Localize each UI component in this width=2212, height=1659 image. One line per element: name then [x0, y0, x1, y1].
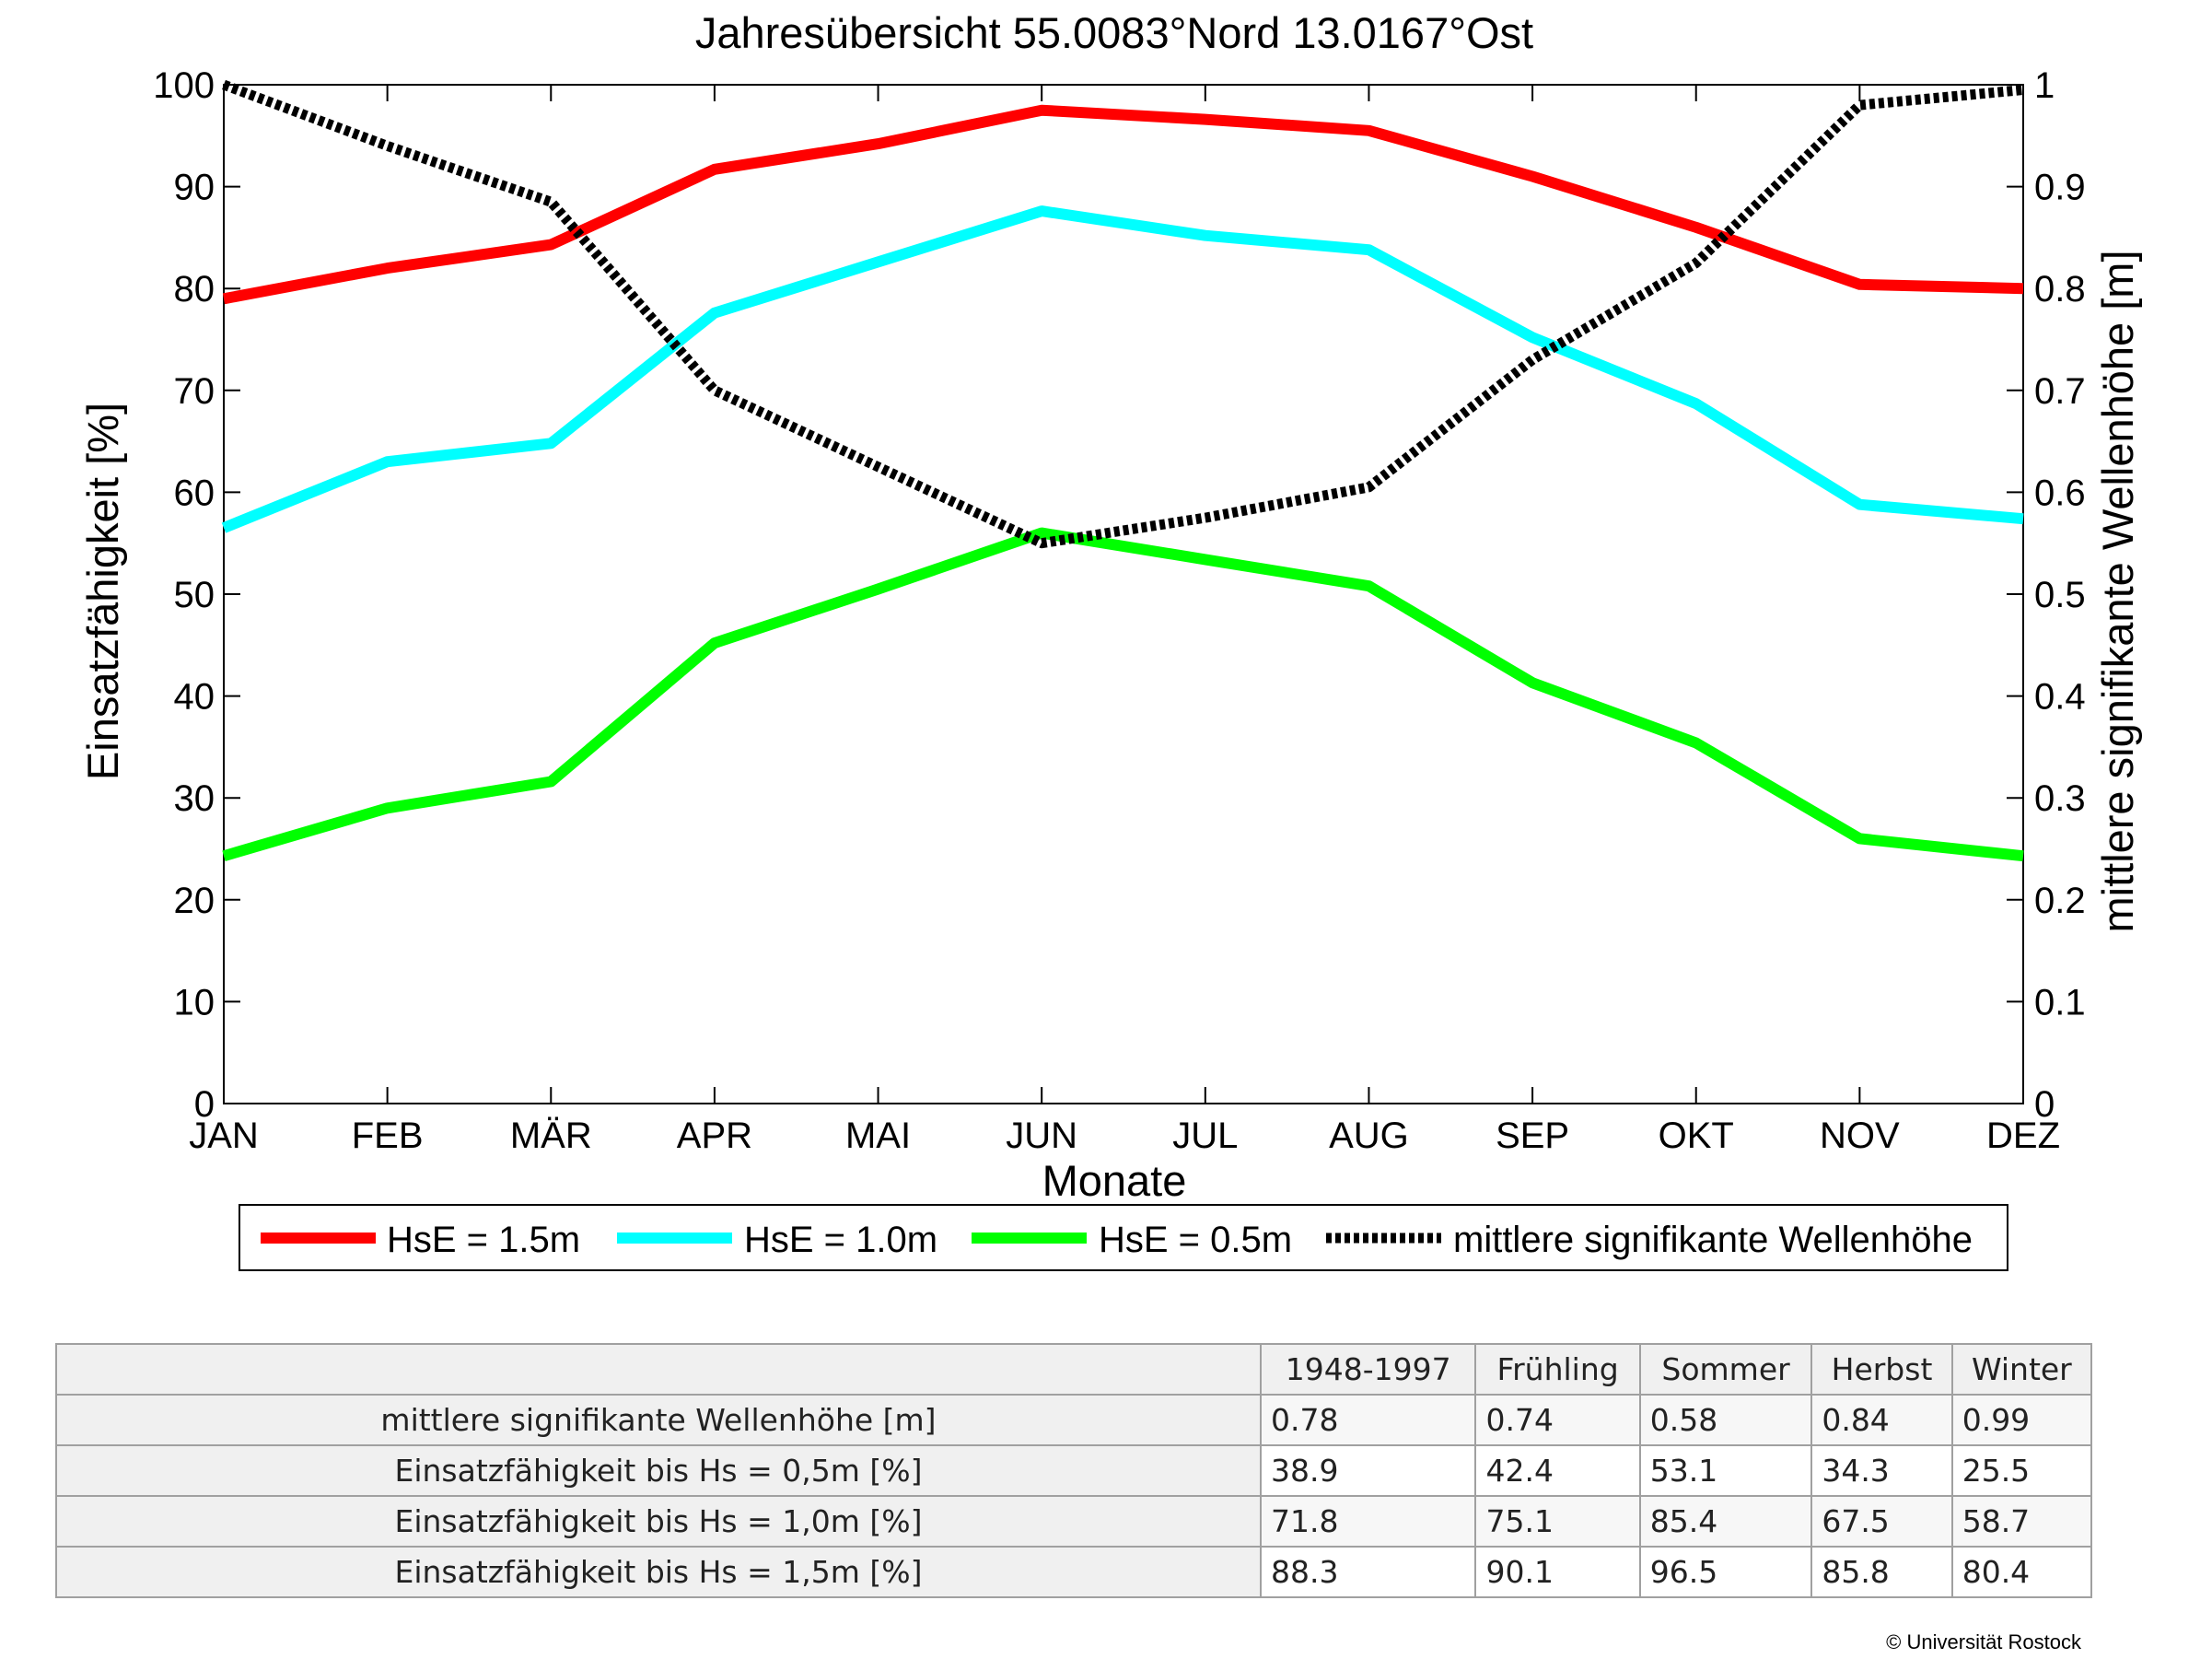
y-tick-label: 80 — [174, 269, 215, 310]
y2-tick-label: 0.3 — [2034, 778, 2086, 819]
y-tick-label: 20 — [174, 881, 215, 921]
legend-label-4: mittlere signifikante Wellenhöhe — [1453, 1220, 1973, 1260]
y2-tick-label: 0.7 — [2034, 371, 2086, 412]
y-tick-label: 100 — [153, 65, 215, 106]
row-label: Einsatzfähigkeit bis Hs = 1,0m [%] — [55, 1495, 1262, 1548]
table-row: Einsatzfähigkeit bis Hs = 1,0m [%] 71.8 … — [55, 1495, 2093, 1548]
table-header-spring: Frühling — [1474, 1343, 1641, 1396]
table-cell: 58.7 — [1950, 1495, 2093, 1548]
x-tick-label: JAN — [189, 1116, 259, 1156]
y-tick-label: 60 — [174, 473, 215, 513]
x-tick-label: JUL — [1172, 1116, 1238, 1156]
y2-tick-label: 0.1 — [2034, 982, 2086, 1022]
table-cell: 25.5 — [1950, 1444, 2093, 1497]
table-cell: 34.3 — [1810, 1444, 1953, 1497]
y-tick-label: 0 — [194, 1084, 215, 1125]
table-cell: 85.4 — [1638, 1495, 1813, 1548]
series-line-4 — [222, 79, 2024, 549]
x-tick-label: FEB — [352, 1116, 424, 1156]
table-row: Einsatzfähigkeit bis Hs = 0,5m [%] 38.9 … — [55, 1444, 2093, 1497]
table-cell: 0.84 — [1810, 1394, 1953, 1446]
x-tick-label: APR — [677, 1116, 752, 1156]
y-tick-label: 30 — [174, 778, 215, 819]
table-cell: 38.9 — [1259, 1444, 1477, 1497]
x-axis-label: Monate — [1042, 1156, 1187, 1205]
series-layer — [221, 79, 2024, 862]
legend-label-3: HsE = 0.5m — [1099, 1220, 1292, 1260]
y2-tick-label: 0.6 — [2034, 473, 2086, 513]
y2-tick-label: 0.9 — [2034, 168, 2086, 208]
x-tick-label: AUG — [1329, 1116, 1409, 1156]
table-cell: 53.1 — [1638, 1444, 1813, 1497]
table-header-period: 1948-1997 — [1259, 1343, 1477, 1396]
x-tick-label: OKT — [1659, 1116, 1734, 1156]
table-header-row: 1948-1997 Frühling Sommer Herbst Winter — [55, 1343, 2093, 1396]
table-cell: 90.1 — [1474, 1546, 1641, 1598]
copyright-notice: © Universität Rostock — [1886, 1630, 2081, 1653]
table-cell: 75.1 — [1474, 1495, 1641, 1548]
y-tick-label: 40 — [174, 677, 215, 718]
summary-table: 1948-1997 Frühling Sommer Herbst Winter … — [55, 1343, 2093, 1598]
y2-tick-label: 0.8 — [2034, 269, 2086, 310]
x-tick-label: DEZ — [1986, 1116, 2060, 1156]
x-tick-label: JUN — [1006, 1116, 1077, 1156]
table-header-summer: Sommer — [1638, 1343, 1813, 1396]
plot-frame — [223, 84, 2024, 1104]
y2-tick-label: 0.5 — [2034, 575, 2086, 615]
y-axis-label: Einsatzfähigkeit [%] — [78, 403, 127, 780]
table-cell: 0.78 — [1259, 1394, 1477, 1446]
table-header-winter: Winter — [1950, 1343, 2093, 1396]
x-tick-label: MÄR — [510, 1116, 592, 1156]
series-line-3 — [222, 527, 2024, 862]
table-cell: 71.8 — [1259, 1495, 1477, 1548]
y2-tick-label: 0.4 — [2034, 677, 2086, 718]
table-row: mittlere signifikante Wellenhöhe [m] 0.7… — [55, 1394, 2093, 1446]
y-tick-label: 90 — [174, 168, 215, 208]
row-label: Einsatzfähigkeit bis Hs = 0,5m [%] — [55, 1444, 1262, 1497]
table-header-autumn: Herbst — [1810, 1343, 1953, 1396]
legend-box — [239, 1204, 2008, 1271]
y-tick-label: 10 — [174, 982, 215, 1022]
table-cell: 0.99 — [1950, 1394, 2093, 1446]
legend: HsE = 1.5m HsE = 1.0m HsE = 0.5m mittlere s… — [239, 1204, 2008, 1271]
table-cell: 80.4 — [1950, 1546, 2093, 1598]
table-cell: 0.58 — [1638, 1394, 1813, 1446]
table-cell: 88.3 — [1259, 1546, 1477, 1598]
table-cell: 85.8 — [1810, 1546, 1953, 1598]
chart: Jahresübersicht 55.0083°Nord 13.0167°Ost… — [78, 8, 2142, 1271]
y2-tick-label: 1 — [2034, 65, 2055, 106]
row-label: mittlere signifikante Wellenhöhe [m] — [55, 1394, 1262, 1446]
chart-title: Jahresübersicht 55.0083°Nord 13.0167°Ost — [695, 8, 1533, 57]
y2-axis-label: mittlere signifikante Wellenhöhe [m] — [2093, 250, 2142, 932]
legend-label-2: HsE = 1.0m — [744, 1220, 937, 1260]
x-tick-label: MAI — [845, 1116, 911, 1156]
table-row: Einsatzfähigkeit bis Hs = 1,5m [%] 88.3 … — [55, 1546, 2093, 1598]
series-line-2 — [221, 205, 2024, 533]
table-corner — [55, 1343, 1262, 1396]
y-tick-label: 70 — [174, 371, 215, 412]
x-tick-label: SEP — [1496, 1116, 1569, 1156]
table-cell: 67.5 — [1810, 1495, 1953, 1548]
legend-label-1: HsE = 1.5m — [387, 1220, 580, 1260]
axes: 0 10 20 30 40 50 60 70 80 90 100 0 0.1 0.2 0.3 0.4 0.5 0.… — [153, 65, 2085, 1156]
table-cell: 42.4 — [1474, 1444, 1641, 1497]
y2-tick-label: 0.2 — [2034, 881, 2086, 921]
y-tick-label: 50 — [174, 575, 215, 615]
row-label: Einsatzfähigkeit bis Hs = 1,5m [%] — [55, 1546, 1262, 1598]
table-cell: 0.74 — [1474, 1394, 1641, 1446]
x-tick-label: NOV — [1820, 1116, 1900, 1156]
table-cell: 96.5 — [1638, 1546, 1813, 1598]
y2-tick-label: 0 — [2034, 1084, 2055, 1125]
